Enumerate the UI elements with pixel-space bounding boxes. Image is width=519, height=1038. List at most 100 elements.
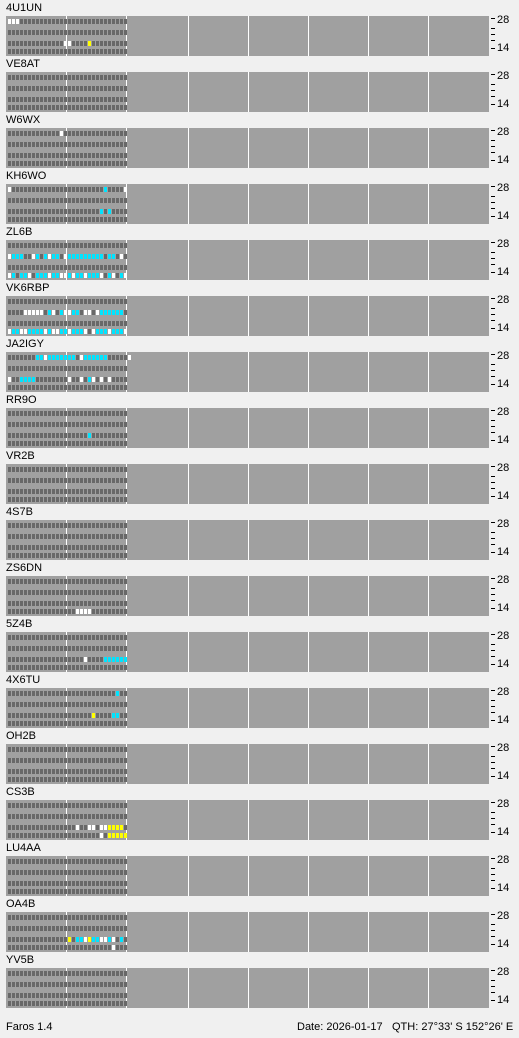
empty-cell [24, 635, 27, 640]
empty-cell [36, 553, 39, 558]
empty-cell [120, 187, 123, 192]
empty-cell [44, 41, 47, 46]
empty-cell [12, 433, 15, 438]
empty-cell [56, 646, 59, 651]
empty-cell [48, 713, 51, 718]
empty-cell [52, 769, 55, 774]
empty-cell [32, 153, 35, 158]
empty-cell [28, 803, 31, 808]
axis-tick [491, 496, 495, 497]
empty-cell [120, 489, 123, 494]
empty-cell [68, 1001, 71, 1006]
grid-line [66, 296, 67, 336]
reception-cell [120, 937, 123, 942]
axis-label-top: 28 [497, 630, 510, 642]
empty-cell [124, 86, 127, 91]
empty-cell [24, 30, 27, 35]
empty-cell [64, 243, 67, 248]
axis-tick [491, 40, 495, 41]
empty-cell [24, 646, 27, 651]
empty-cell [16, 713, 19, 718]
empty-cell [84, 86, 87, 91]
reception-cell [88, 433, 91, 438]
empty-cell [124, 579, 127, 584]
empty-cell [84, 187, 87, 192]
empty-cell [36, 713, 39, 718]
empty-cell [20, 758, 23, 763]
axis-label-bottom: 14 [497, 378, 510, 390]
grid-line [66, 408, 67, 448]
empty-cell [40, 41, 43, 46]
empty-cell [48, 366, 51, 371]
empty-cell [64, 833, 67, 838]
empty-cell [112, 665, 115, 670]
empty-cell [124, 265, 127, 270]
empty-cell [36, 545, 39, 550]
axis-tick [491, 258, 495, 259]
empty-cell [44, 19, 47, 24]
axis-label-top: 28 [497, 742, 510, 754]
empty-cell [64, 142, 67, 147]
empty-cell [108, 321, 111, 326]
empty-cell [72, 889, 75, 894]
empty-cell [8, 467, 11, 472]
empty-cell [112, 131, 115, 136]
empty-cell [60, 265, 63, 270]
empty-cell [32, 915, 35, 920]
empty-cell [120, 758, 123, 763]
empty-cell [112, 467, 115, 472]
empty-cell [112, 321, 115, 326]
empty-cell [116, 814, 119, 819]
empty-cell [116, 803, 119, 808]
empty-cell [52, 635, 55, 640]
empty-cell [88, 702, 91, 707]
empty-cell [124, 926, 127, 931]
empty-cell [24, 691, 27, 696]
empty-cell [88, 713, 91, 718]
empty-cell [120, 75, 123, 80]
empty-cell [60, 758, 63, 763]
empty-cell [84, 41, 87, 46]
empty-cell [52, 915, 55, 920]
empty-cell [76, 702, 79, 707]
empty-cell [24, 881, 27, 886]
empty-cell [72, 441, 75, 446]
empty-cell [100, 747, 103, 752]
empty-cell [96, 747, 99, 752]
empty-cell [84, 747, 87, 752]
empty-cell [48, 299, 51, 304]
empty-cell [24, 265, 27, 270]
empty-cell [48, 467, 51, 472]
axis-tick [491, 720, 495, 721]
empty-cell [64, 747, 67, 752]
axis-tick [491, 84, 495, 85]
grid-line [308, 800, 309, 840]
empty-cell [84, 579, 87, 584]
empty-cell [48, 321, 51, 326]
empty-cell [92, 915, 95, 920]
empty-cell [68, 131, 71, 136]
empty-cell [28, 859, 31, 864]
empty-cell [48, 769, 51, 774]
empty-cell [64, 534, 67, 539]
empty-cell [104, 803, 107, 808]
empty-cell [120, 411, 123, 416]
empty-cell [12, 161, 15, 166]
empty-cell [44, 75, 47, 80]
empty-cell [12, 217, 15, 222]
empty-cell [116, 590, 119, 595]
empty-cell [52, 265, 55, 270]
empty-cell [124, 209, 127, 214]
empty-cell [32, 142, 35, 147]
empty-cell [88, 971, 91, 976]
empty-cell [92, 691, 95, 696]
reception-cell [88, 310, 91, 315]
axis-label-top: 28 [497, 910, 510, 922]
empty-cell [100, 217, 103, 222]
empty-cell [116, 635, 119, 640]
axis-tick [491, 608, 495, 609]
empty-cell [72, 609, 75, 614]
empty-cell [120, 523, 123, 528]
empty-cell [92, 665, 95, 670]
empty-cell [8, 769, 11, 774]
